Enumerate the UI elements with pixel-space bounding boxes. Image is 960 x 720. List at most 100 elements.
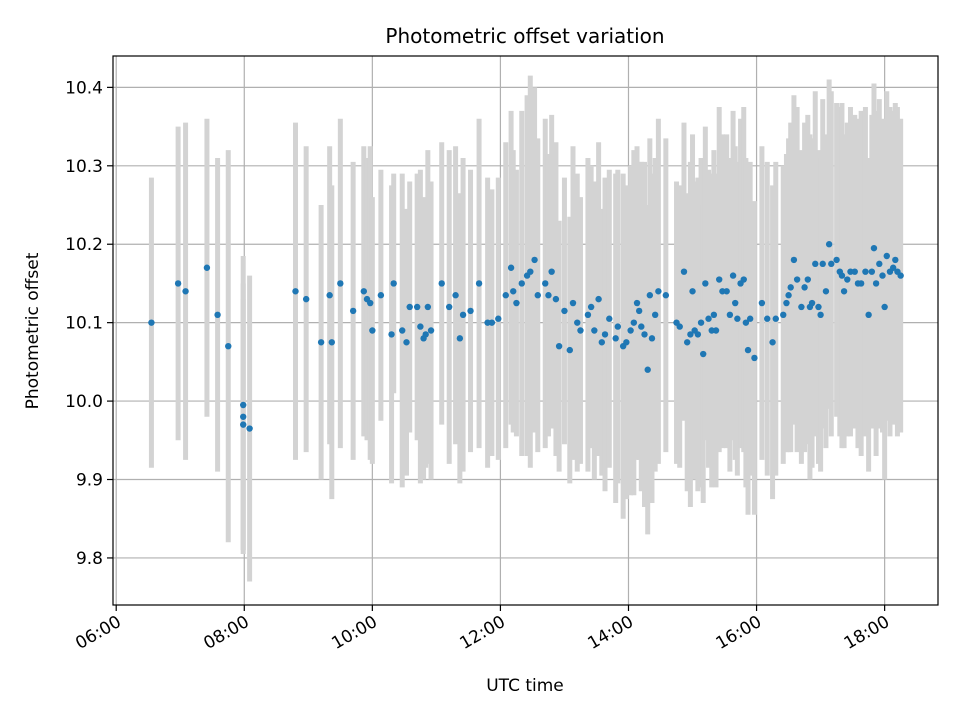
data-point [399,327,406,334]
data-point [552,295,560,303]
data-point [889,264,897,271]
data-point [574,319,581,326]
data-point [302,295,310,303]
data-point [879,272,886,279]
data-point [566,346,573,354]
data-point [655,288,662,295]
data-point [838,272,846,279]
data-point [225,342,232,350]
data-point [510,288,517,295]
data-point [870,244,878,252]
data-point [732,299,739,307]
data-point [317,339,325,346]
data-point [641,331,648,338]
data-point [427,327,435,334]
data-point [413,303,421,311]
data-point [388,331,395,338]
data-point [601,331,609,338]
data-point [360,288,368,295]
data-point [507,264,515,271]
data-point [868,268,876,275]
data-point [840,288,848,295]
data-point [881,303,888,311]
data-point [726,311,734,319]
data-point [689,288,696,295]
data-point [349,307,357,315]
data-point-group [148,241,904,432]
data-point [406,303,413,311]
data-point [798,303,805,311]
data-point [844,276,851,283]
data-point [862,268,869,275]
data-point [817,311,824,319]
data-point [651,311,659,319]
y-axis-ticks: 9.8 9.9 10.0 10.1 10.2 10.3 10.4 [65,78,113,569]
data-point [214,311,221,319]
data-point [676,323,683,330]
data-point [561,307,568,315]
data-point [804,276,811,283]
data-point [742,319,750,326]
data-point [697,319,705,326]
data-point [883,252,890,260]
data-point [459,311,467,319]
x-axis-label: UTC time [486,676,564,696]
data-point [598,339,606,346]
data-point [819,260,826,268]
data-point [612,335,619,342]
data-point [456,335,464,342]
data-point [623,339,630,346]
data-point [897,272,904,279]
data-point [591,327,598,334]
data-point [662,292,670,299]
x-tick-label: 12:00 [456,612,508,654]
data-point [369,327,376,334]
data-point [712,327,720,334]
data-point [729,272,737,279]
data-point [865,311,872,319]
data-point [614,323,622,330]
data-point [635,307,643,315]
data-point [587,303,595,311]
y-tick-label: 10.0 [65,392,103,412]
data-point [801,284,808,291]
data-point [326,292,333,299]
data-point [808,299,816,307]
data-point [452,292,459,299]
data-point [174,280,182,287]
data-point [488,319,496,326]
data-point [648,335,656,342]
data-point [892,256,899,264]
data-point [627,327,634,334]
y-axis-label: Photometric offset [23,252,43,409]
data-point [531,256,538,264]
y-tick-label: 9.8 [76,549,103,569]
data-point [555,342,563,350]
data-point [595,295,602,303]
data-point [764,315,771,322]
data-point [203,264,211,271]
data-point [638,323,645,330]
data-point [542,280,549,287]
data-point [812,260,819,268]
plot-area-frame [112,55,939,606]
y-tick-label: 10.1 [65,314,103,334]
data-point [417,323,424,330]
x-tick-label: 06:00 [72,612,124,654]
data-point [438,280,445,287]
data-point [734,315,741,322]
data-point [785,292,792,299]
data-point [630,319,638,326]
data-point [403,339,410,346]
data-point [527,268,534,275]
data-point [292,288,299,295]
data-point [716,276,723,283]
data-point [683,339,691,346]
data-point [577,327,584,334]
y-tick-label: 9.9 [76,471,103,491]
data-point [769,339,776,346]
data-point [569,299,577,307]
x-tick-label: 10:00 [328,612,380,654]
x-axis-ticks: 06:00 08:00 10:00 12:00 14:00 16:00 18:00 [72,605,893,654]
